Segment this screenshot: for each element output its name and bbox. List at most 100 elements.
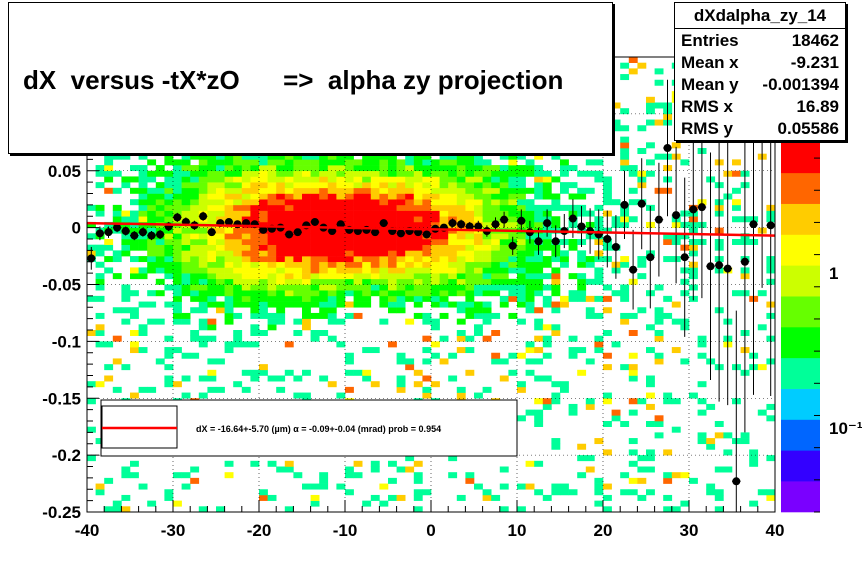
heatmap-cell bbox=[456, 182, 466, 189]
heatmap-cell bbox=[370, 256, 380, 263]
heatmap-cell bbox=[95, 273, 105, 280]
profile-point bbox=[740, 257, 749, 266]
heatmap-cell bbox=[121, 506, 131, 513]
profile-point bbox=[121, 227, 130, 236]
heatmap-cell bbox=[336, 182, 346, 189]
heatmap-cell bbox=[568, 403, 578, 410]
heatmap-cell bbox=[534, 273, 544, 280]
heatmap-cell bbox=[396, 187, 406, 194]
heatmap-cell bbox=[147, 301, 157, 308]
heatmap-cell bbox=[130, 165, 139, 172]
heatmap-cell bbox=[517, 301, 526, 308]
heatmap-cell bbox=[216, 284, 225, 291]
profile-point bbox=[629, 265, 638, 274]
heatmap-cell bbox=[104, 256, 114, 263]
heatmap-cell bbox=[293, 187, 303, 194]
heatmap-cell bbox=[551, 199, 561, 206]
heatmap-cell bbox=[207, 199, 217, 206]
heatmap-cell bbox=[302, 273, 311, 280]
heatmap-cell bbox=[181, 193, 191, 200]
heatmap-cell bbox=[749, 455, 759, 462]
heatmap-cell bbox=[525, 267, 535, 274]
heatmap-cell bbox=[603, 494, 612, 501]
heatmap-cell bbox=[216, 307, 225, 314]
heatmap-cell bbox=[250, 284, 260, 291]
heatmap-cell bbox=[517, 506, 526, 513]
heatmap-cell bbox=[439, 233, 449, 240]
heatmap-cell bbox=[130, 273, 139, 280]
heatmap-cell bbox=[130, 330, 139, 336]
heatmap-cell bbox=[388, 307, 397, 314]
heatmap-cell bbox=[491, 290, 501, 297]
heatmap-cell bbox=[646, 96, 655, 103]
heatmap-cell bbox=[465, 273, 475, 280]
heatmap-cell bbox=[508, 153, 518, 160]
heatmap-cell bbox=[525, 273, 535, 280]
heatmap-cell bbox=[456, 187, 466, 194]
heatmap-cell bbox=[620, 159, 630, 166]
profile-point bbox=[371, 228, 380, 237]
heatmap-cell bbox=[474, 307, 483, 314]
heatmap-cell bbox=[379, 250, 389, 257]
heatmap-cell bbox=[525, 256, 535, 263]
heatmap-cell bbox=[276, 267, 286, 274]
heatmap-cell bbox=[439, 153, 449, 160]
heatmap-cell bbox=[482, 267, 492, 274]
heatmap-cell bbox=[181, 176, 191, 183]
heatmap-cell bbox=[181, 244, 191, 251]
heatmap-cell bbox=[302, 244, 311, 251]
heatmap-cell bbox=[534, 358, 544, 365]
heatmap-cell bbox=[267, 199, 277, 206]
heatmap-cell bbox=[697, 438, 707, 445]
heatmap-cell bbox=[284, 244, 294, 251]
heatmap-cell bbox=[431, 284, 440, 291]
heatmap-cell bbox=[362, 153, 372, 160]
heatmap-cell bbox=[620, 74, 630, 81]
heatmap-cell bbox=[164, 301, 174, 308]
heatmap-cell bbox=[250, 278, 260, 285]
heatmap-cell bbox=[241, 193, 251, 200]
x-tick-label: 20 bbox=[594, 521, 613, 540]
heatmap-cell bbox=[336, 227, 346, 234]
heatmap-cell bbox=[353, 182, 363, 189]
heatmap-cell bbox=[112, 307, 122, 314]
heatmap-cell bbox=[654, 312, 664, 319]
heatmap-cell bbox=[542, 375, 552, 382]
heatmap-cell bbox=[164, 273, 174, 280]
heatmap-cell bbox=[465, 239, 475, 245]
heatmap-cell bbox=[121, 307, 131, 314]
heatmap-cell bbox=[422, 273, 432, 280]
heatmap-cell bbox=[233, 239, 243, 245]
heatmap-cell bbox=[327, 267, 337, 274]
heatmap-cell bbox=[525, 295, 535, 302]
heatmap-cell bbox=[388, 477, 397, 484]
heatmap-cell bbox=[370, 159, 380, 166]
profile-point bbox=[697, 203, 706, 212]
heatmap-cell bbox=[147, 290, 157, 297]
heatmap-cell bbox=[216, 182, 225, 189]
heatmap-cell bbox=[207, 159, 217, 166]
heatmap-cell bbox=[310, 159, 320, 166]
heatmap-cell bbox=[310, 500, 320, 507]
heatmap-cell bbox=[379, 256, 389, 263]
heatmap-cell bbox=[224, 227, 234, 234]
heatmap-cell bbox=[336, 278, 346, 285]
heatmap-cell bbox=[284, 466, 294, 473]
heatmap-cell bbox=[491, 261, 501, 268]
heatmap-cell bbox=[259, 233, 268, 240]
heatmap-cell bbox=[465, 187, 475, 194]
heatmap-cell bbox=[637, 466, 647, 473]
heatmap-cell bbox=[637, 256, 647, 263]
heatmap-cell bbox=[671, 506, 681, 513]
heatmap-cell bbox=[379, 290, 389, 297]
heatmap-cell bbox=[474, 324, 483, 331]
heatmap-cell bbox=[388, 301, 397, 308]
heatmap-cell bbox=[439, 176, 449, 183]
heatmap-cell bbox=[95, 182, 105, 189]
heatmap-cell bbox=[336, 483, 346, 490]
heatmap-cell bbox=[413, 295, 423, 302]
heatmap-cell bbox=[620, 364, 630, 371]
heatmap-cell bbox=[327, 318, 337, 325]
heatmap-cell bbox=[198, 335, 208, 342]
heatmap-cell bbox=[525, 307, 535, 314]
